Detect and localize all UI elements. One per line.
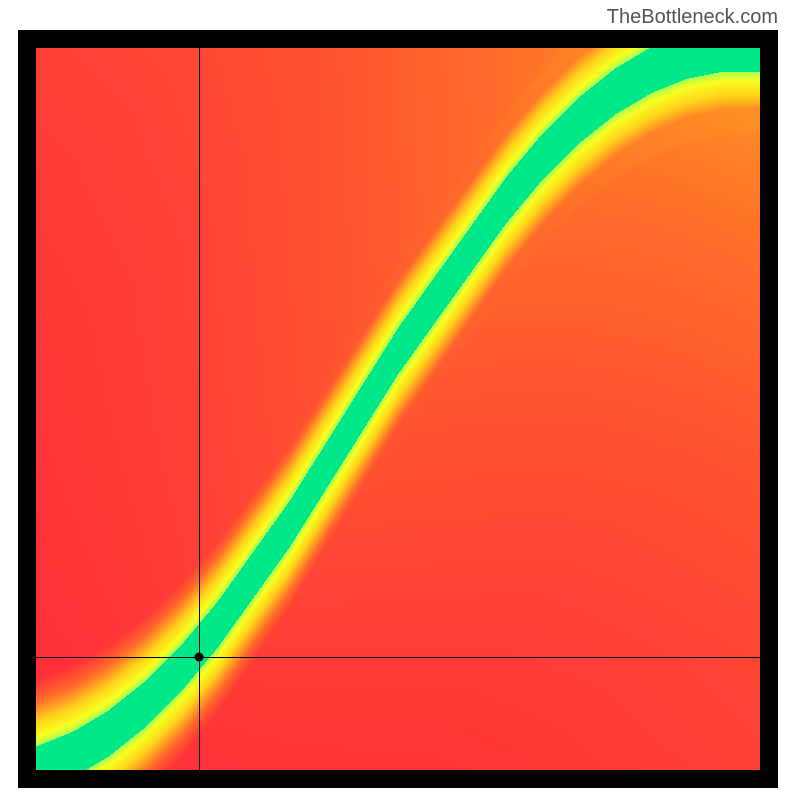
marker-dot xyxy=(195,653,204,662)
crosshair-horizontal xyxy=(36,657,760,658)
crosshair-vertical xyxy=(199,48,200,770)
chart-container: TheBottleneck.com xyxy=(0,0,800,800)
heatmap-canvas xyxy=(36,48,760,770)
plot-frame xyxy=(18,30,778,788)
plot-area xyxy=(36,48,760,770)
watermark-text: TheBottleneck.com xyxy=(607,6,778,29)
